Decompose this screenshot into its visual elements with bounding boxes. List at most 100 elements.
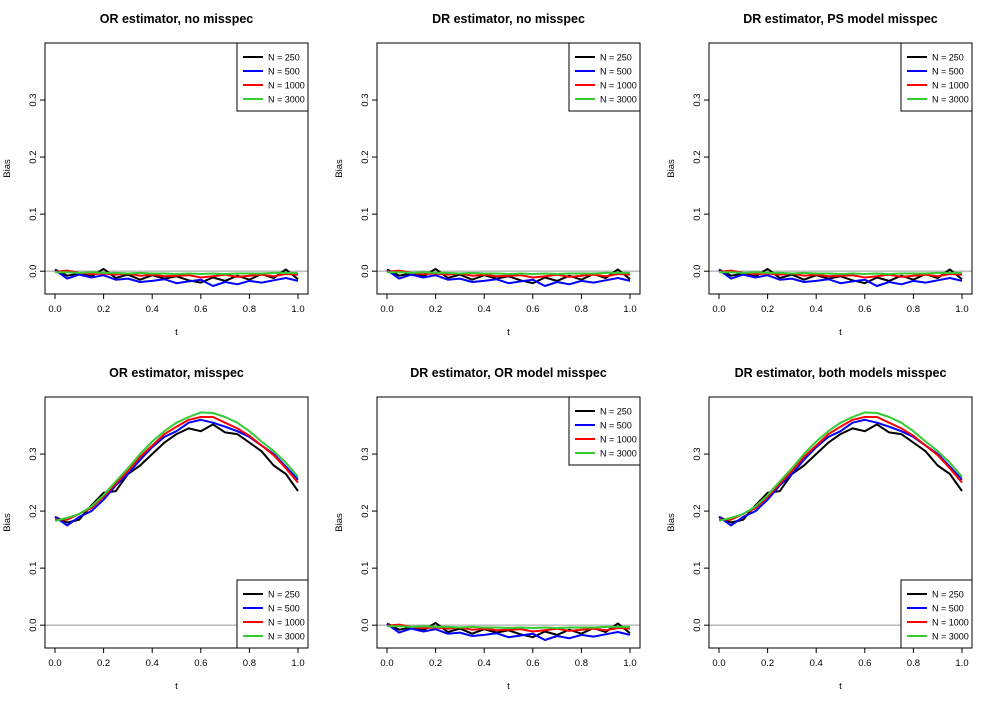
x-tick-label: 0.8 xyxy=(243,304,256,315)
x-tick-label: 1.0 xyxy=(291,658,304,669)
legend-box xyxy=(236,42,309,112)
series-line-n3000 xyxy=(718,411,963,522)
y-tick-label: 0.0 xyxy=(360,619,371,632)
x-tick-label: 1.0 xyxy=(623,658,636,669)
chart-panel-4: OR estimator, misspec 0.0 0.2 0.4 0.6 0.8 1.0 0… xyxy=(2,366,309,692)
legend-label: N = 500 xyxy=(600,67,632,77)
legend-label: N = 1000 xyxy=(600,435,637,445)
x-tick-label: 0.2 xyxy=(761,304,774,315)
y-tick-label: 0.0 xyxy=(692,619,703,632)
y-tick-label: 0.3 xyxy=(360,447,371,460)
x-tick-label: 0.0 xyxy=(712,304,725,315)
y-tick-label: 0.2 xyxy=(360,504,371,517)
legend-label: N = 500 xyxy=(932,67,964,77)
series-line-n3000 xyxy=(719,271,962,275)
chart-title: DR estimator, both models misspec xyxy=(735,366,947,380)
y-tick-label: 0.3 xyxy=(28,93,39,106)
legend: N = 250 N = 500 N = 1000 N = 3000 xyxy=(900,579,973,649)
series-line-n1000 xyxy=(386,269,631,279)
x-tick-label: 1.0 xyxy=(291,304,304,315)
legend: N = 250 N = 500 N = 1000 N = 3000 xyxy=(236,579,309,649)
series-line-n1000 xyxy=(386,623,631,633)
y-tick-label: 0.1 xyxy=(692,208,703,221)
legend-label: N = 500 xyxy=(600,421,632,431)
series-line-n250 xyxy=(54,423,299,524)
legend-label: N = 250 xyxy=(268,53,300,63)
series-line-n250 xyxy=(718,423,963,524)
y-tick-label: 0.3 xyxy=(360,93,371,106)
y-axis-label: Bias xyxy=(2,513,13,532)
legend-label: N = 3000 xyxy=(268,632,305,642)
legend-label: N = 3000 xyxy=(932,95,969,105)
y-tick-label: 0.1 xyxy=(28,562,39,575)
y-tick-label: 0.3 xyxy=(692,447,703,460)
x-tick-label: 0.2 xyxy=(429,304,442,315)
x-tick-label: 0.0 xyxy=(380,304,393,315)
chart-title: DR estimator, no misspec xyxy=(432,12,585,26)
series-line-n500 xyxy=(718,269,963,287)
legend-label: N = 250 xyxy=(600,53,632,63)
y-tick-label: 0.0 xyxy=(360,265,371,278)
y-tick-label: 0.1 xyxy=(360,562,371,575)
legend-label: N = 500 xyxy=(932,604,964,614)
series-line-n500 xyxy=(386,623,631,641)
x-tick-label: 0.2 xyxy=(761,658,774,669)
legend-label: N = 3000 xyxy=(932,632,969,642)
y-axis-label: Bias xyxy=(334,513,345,532)
x-tick-label: 0.8 xyxy=(575,304,588,315)
legend-label: N = 500 xyxy=(268,604,300,614)
series-line-n1000 xyxy=(718,269,963,279)
x-tick-label: 0.4 xyxy=(810,658,823,669)
series-line-n500 xyxy=(386,269,631,287)
chart-title: OR estimator, no misspec xyxy=(100,12,254,26)
x-tick-label: 0.6 xyxy=(858,658,871,669)
series-line-n3000 xyxy=(55,271,298,275)
x-tick-label: 0.2 xyxy=(97,658,110,669)
y-tick-label: 0.1 xyxy=(692,562,703,575)
x-tick-label: 0.6 xyxy=(194,658,207,669)
x-tick-label: 0.8 xyxy=(575,658,588,669)
x-axis-label: t xyxy=(839,681,842,692)
chart-panel-3: DR estimator, PS model misspec 0.0 0.2 0.4 0… xyxy=(666,12,973,338)
legend-label: N = 1000 xyxy=(268,81,305,91)
y-tick-label: 0.2 xyxy=(28,150,39,163)
chart-panel-2: DR estimator, no misspec 0.0 0.2 0.4 0.6 0.8 1… xyxy=(334,12,641,338)
y-tick-label: 0.1 xyxy=(28,208,39,221)
x-tick-label: 0.6 xyxy=(526,658,539,669)
series-line-n1000 xyxy=(54,269,299,279)
x-tick-label: 0.2 xyxy=(97,304,110,315)
legend-label: N = 3000 xyxy=(600,449,637,459)
legend-label: N = 1000 xyxy=(932,81,969,91)
x-tick-label: 1.0 xyxy=(623,304,636,315)
x-tick-label: 0.0 xyxy=(712,658,725,669)
y-axis-label: Bias xyxy=(2,159,13,178)
y-tick-label: 0.2 xyxy=(692,504,703,517)
x-tick-label: 0.8 xyxy=(907,658,920,669)
x-axis-label: t xyxy=(175,327,178,338)
x-tick-label: 0.4 xyxy=(146,304,159,315)
y-tick-label: 0.2 xyxy=(360,150,371,163)
legend-label: N = 1000 xyxy=(600,81,637,91)
x-tick-label: 0.0 xyxy=(48,304,61,315)
y-axis-label: Bias xyxy=(666,513,677,532)
x-tick-label: 0.4 xyxy=(810,304,823,315)
x-tick-label: 0.6 xyxy=(194,304,207,315)
x-tick-label: 0.8 xyxy=(907,304,920,315)
legend: N = 250 N = 500 N = 1000 N = 3000 xyxy=(568,396,641,466)
x-tick-label: 0.8 xyxy=(243,658,256,669)
x-tick-label: 0.2 xyxy=(429,658,442,669)
y-tick-label: 0.2 xyxy=(28,504,39,517)
chart-panel-5: DR estimator, OR model misspec 0.0 0.2 0.4 0… xyxy=(334,366,641,692)
y-tick-label: 0.1 xyxy=(360,208,371,221)
x-tick-label: 0.6 xyxy=(526,304,539,315)
chart-title: DR estimator, PS model misspec xyxy=(743,12,938,26)
x-axis-label: t xyxy=(839,327,842,338)
series-line-n3000 xyxy=(387,271,630,275)
series-line-n3000 xyxy=(54,411,299,522)
x-tick-label: 0.4 xyxy=(478,304,491,315)
plot-frame xyxy=(376,42,641,295)
x-tick-label: 0.4 xyxy=(146,658,159,669)
legend-label: N = 1000 xyxy=(932,618,969,628)
x-tick-label: 1.0 xyxy=(955,658,968,669)
y-tick-label: 0.3 xyxy=(28,447,39,460)
